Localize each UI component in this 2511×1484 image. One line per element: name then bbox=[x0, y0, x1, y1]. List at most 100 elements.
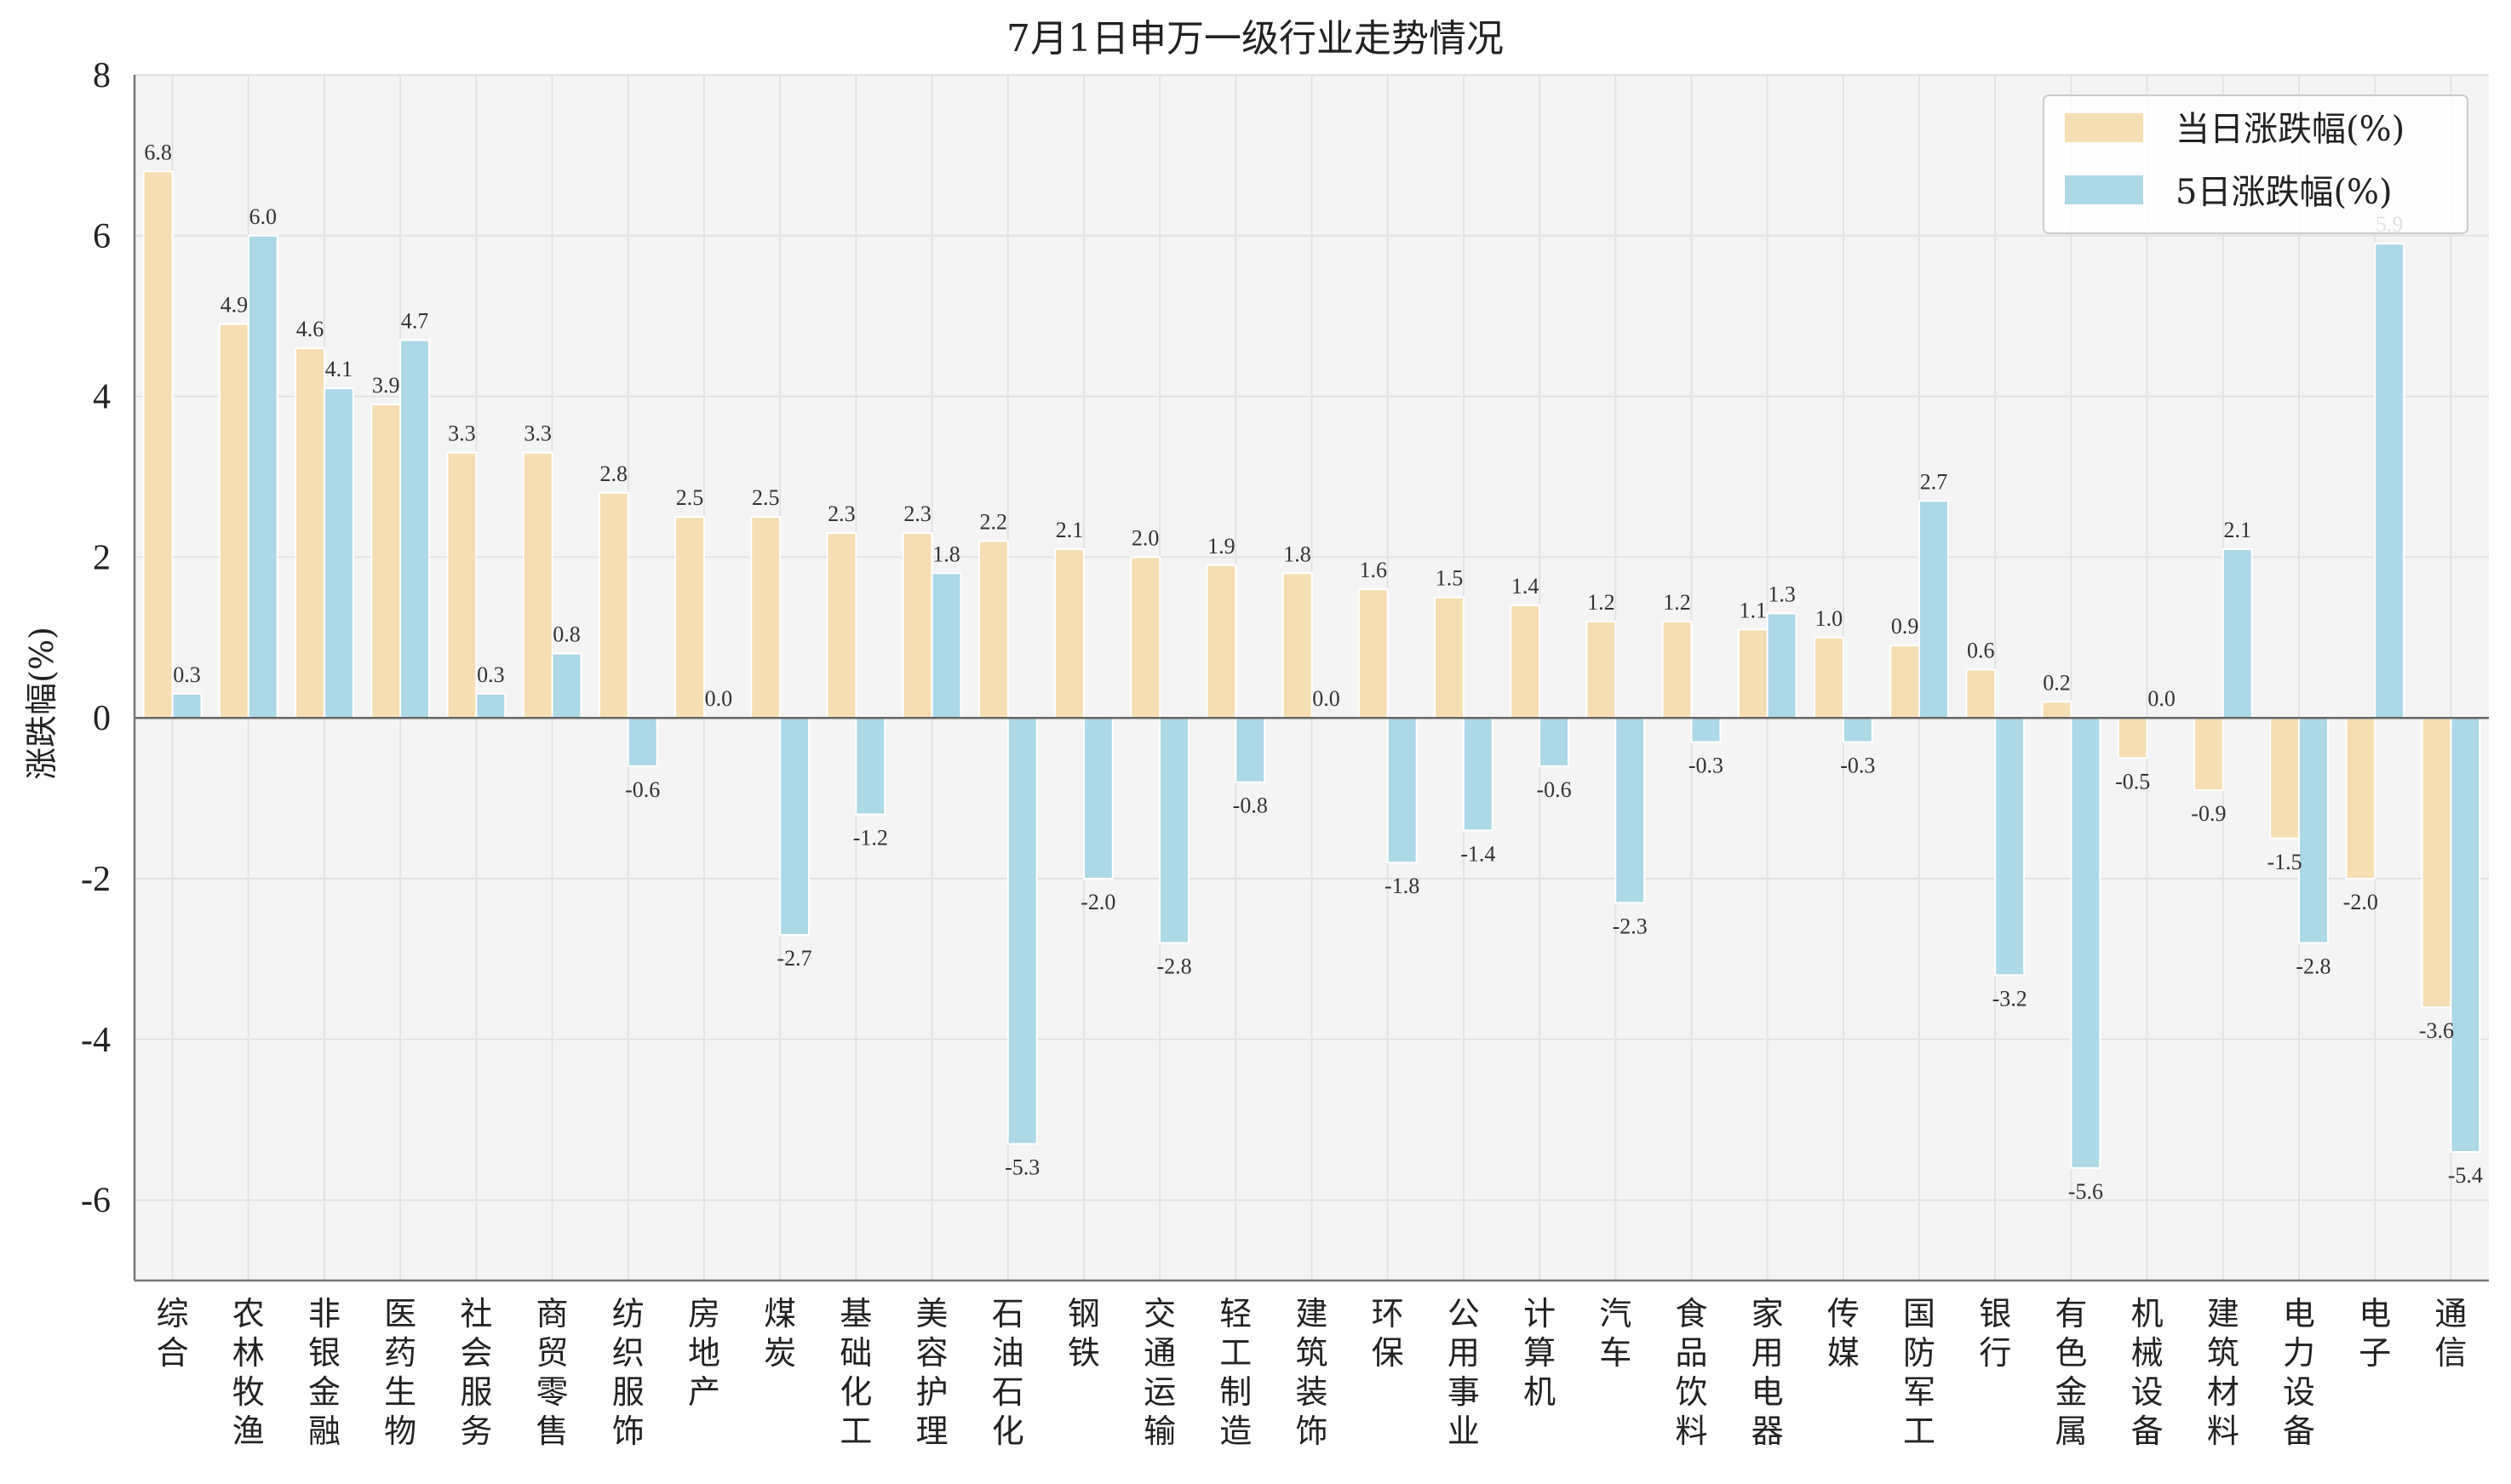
bar-daily bbox=[522, 451, 553, 719]
bar-daily bbox=[142, 170, 174, 719]
bar-five-day bbox=[931, 572, 962, 719]
legend: 当日涨跌幅(%) 5日涨跌幅(%) bbox=[2043, 95, 2468, 234]
legend-swatch-daily bbox=[2065, 113, 2143, 142]
x-tick-label: 医药生物 bbox=[384, 1295, 416, 1450]
data-label-five-day: 0.0 bbox=[1312, 686, 1340, 711]
bar-daily bbox=[1965, 668, 1997, 719]
bar-daily bbox=[1585, 620, 1617, 719]
data-label-five-day: 2.1 bbox=[2224, 518, 2252, 542]
bar-daily bbox=[1357, 588, 1389, 719]
data-label-daily: 3.3 bbox=[448, 421, 476, 446]
data-label-daily: 2.2 bbox=[980, 510, 1008, 535]
bar-daily bbox=[2269, 717, 2301, 839]
bar-daily bbox=[1054, 547, 1085, 719]
data-label-five-day: 0.8 bbox=[553, 622, 581, 647]
data-label-daily: -3.6 bbox=[2419, 1018, 2454, 1043]
data-label-five-day: -0.3 bbox=[1688, 753, 1723, 778]
data-label-daily: -2.0 bbox=[2343, 890, 2378, 914]
bar-daily bbox=[1737, 628, 1769, 719]
x-tick-label: 公用事业 bbox=[1448, 1295, 1480, 1450]
legend-label-daily: 当日涨跌幅(%) bbox=[2176, 110, 2405, 149]
data-label-five-day: -1.4 bbox=[1460, 841, 1495, 866]
bar-five-day bbox=[247, 234, 278, 719]
bar-daily bbox=[826, 532, 857, 719]
x-tick-label: 环保 bbox=[1372, 1295, 1404, 1372]
data-label-daily: 4.6 bbox=[296, 317, 324, 341]
x-tick-label: 传媒 bbox=[1827, 1295, 1860, 1372]
bar-five-day bbox=[1462, 717, 1493, 832]
x-tick-label: 钢铁 bbox=[1068, 1295, 1100, 1372]
bars bbox=[142, 170, 2481, 1169]
data-label-daily: 1.1 bbox=[1739, 598, 1767, 622]
bar-five-day bbox=[2450, 717, 2481, 1153]
bar-five-day bbox=[551, 652, 582, 719]
bar-five-day bbox=[171, 692, 203, 719]
x-tick-label: 房地产 bbox=[688, 1295, 720, 1411]
data-label-daily: 3.3 bbox=[524, 421, 552, 446]
y-tick-label: 4 bbox=[93, 378, 111, 417]
data-label-daily: -0.5 bbox=[2115, 769, 2150, 794]
x-tick-label: 建筑装饰 bbox=[1295, 1295, 1327, 1450]
data-label-daily: 2.1 bbox=[1056, 518, 1084, 542]
y-tick-label: 2 bbox=[93, 538, 111, 577]
bar-five-day bbox=[1690, 717, 1722, 743]
bar-daily bbox=[1510, 604, 1541, 719]
data-label-five-day: 4.7 bbox=[401, 309, 429, 334]
data-label-five-day: 2.7 bbox=[1920, 469, 1948, 494]
x-tick-label: 电子 bbox=[2359, 1295, 2391, 1372]
data-label-five-day: -2.8 bbox=[1156, 954, 1191, 979]
data-label-daily: 0.2 bbox=[2043, 670, 2071, 695]
data-label-daily: 1.6 bbox=[1359, 558, 1387, 582]
chart-title: 7月1日申万一级行业走势情况 bbox=[1006, 17, 1504, 60]
data-label-daily: 0.6 bbox=[1967, 639, 1995, 663]
data-label-five-day: -5.6 bbox=[2068, 1179, 2103, 1204]
bar-daily bbox=[218, 323, 249, 719]
data-label-five-day: -5.3 bbox=[1005, 1155, 1040, 1180]
data-label-five-day: -2.3 bbox=[1613, 914, 1648, 938]
x-tick-label: 机械设备 bbox=[2131, 1295, 2164, 1450]
bar-five-day bbox=[1235, 717, 1266, 783]
y-tick-label: 6 bbox=[93, 217, 111, 256]
data-label-daily: 1.4 bbox=[1511, 574, 1539, 599]
bar-daily bbox=[1813, 636, 1844, 719]
legend-label-five-day: 5日涨跌幅(%) bbox=[2176, 173, 2393, 212]
bar-daily bbox=[750, 516, 782, 719]
x-tick-labels: 综合 农林牧渔 非银金融 医药生物 社会服务 商贸零售 纺织服饰 房地产 煤炭 基础化工 美容护理 石… bbox=[157, 1295, 2468, 1450]
bar-daily bbox=[1889, 645, 1921, 719]
data-label-daily: 2.5 bbox=[752, 485, 780, 510]
x-tick-label: 石油石化 bbox=[992, 1295, 1024, 1450]
data-label-five-day: -0.8 bbox=[1233, 794, 1268, 818]
data-label-five-day: 4.1 bbox=[325, 357, 353, 381]
x-tick-label: 轻工制造 bbox=[1219, 1295, 1252, 1450]
data-label-five-day: 1.8 bbox=[932, 541, 960, 566]
bar-daily bbox=[902, 532, 933, 719]
data-label-daily: -1.5 bbox=[2267, 850, 2302, 874]
bar-daily bbox=[2117, 717, 2148, 759]
y-tick-label: -4 bbox=[81, 1021, 111, 1060]
y-tick-label: -2 bbox=[81, 860, 111, 899]
data-label-five-day: -0.6 bbox=[1536, 777, 1571, 802]
data-label-daily: 1.9 bbox=[1207, 534, 1235, 559]
x-tick-label: 建筑材料 bbox=[2207, 1295, 2239, 1450]
data-label-daily: 2.0 bbox=[1132, 525, 1160, 550]
y-tick-label: 8 bbox=[93, 56, 111, 95]
data-label-daily: 1.2 bbox=[1663, 590, 1691, 615]
x-tick-label: 通信 bbox=[2434, 1295, 2467, 1372]
data-label-five-day: -5.4 bbox=[2448, 1163, 2483, 1188]
data-label-five-day: 0.3 bbox=[477, 662, 505, 687]
bar-daily bbox=[1130, 556, 1161, 719]
x-tick-label: 银行 bbox=[1979, 1295, 2011, 1372]
data-label-daily: 2.5 bbox=[676, 485, 704, 510]
bar-daily bbox=[2421, 717, 2452, 1009]
data-label-daily: 1.0 bbox=[1815, 606, 1843, 631]
data-label-daily: 3.9 bbox=[372, 373, 400, 398]
bar-daily bbox=[370, 404, 402, 719]
x-tick-label: 国防军工 bbox=[1903, 1295, 1935, 1450]
bar-five-day bbox=[1159, 717, 1190, 944]
bar-five-day bbox=[855, 717, 886, 816]
data-label-daily: 2.8 bbox=[600, 461, 628, 486]
bar-five-day bbox=[2298, 717, 2329, 944]
x-tick-label: 有色金属 bbox=[2055, 1295, 2087, 1450]
data-label-five-day: -3.2 bbox=[1992, 986, 2027, 1011]
